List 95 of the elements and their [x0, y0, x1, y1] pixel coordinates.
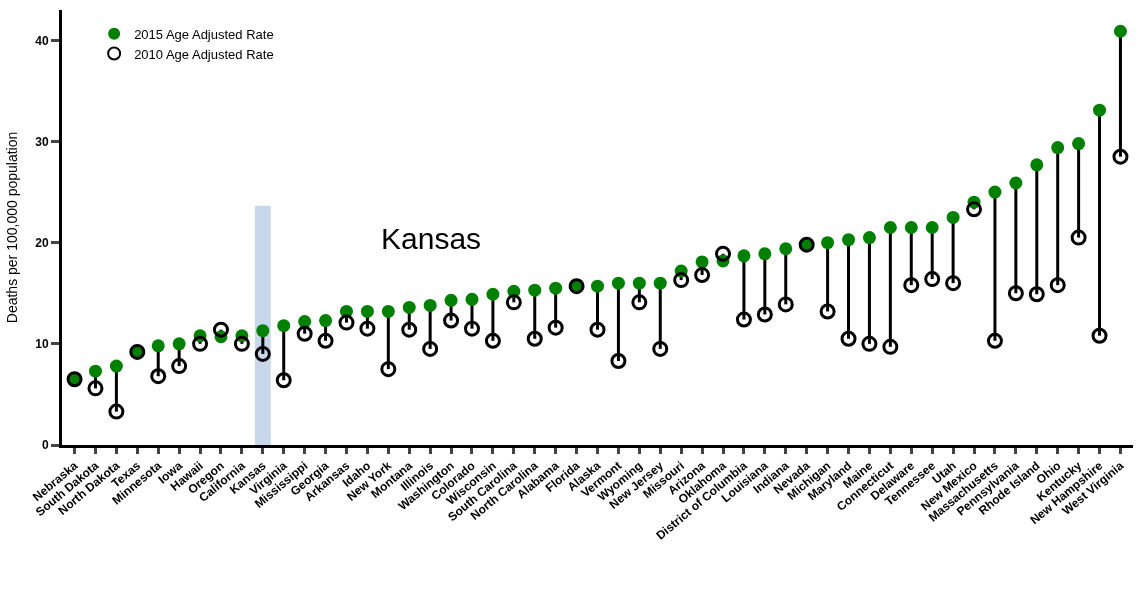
- point: [298, 315, 312, 329]
- point: [883, 221, 897, 234]
- y-tick-label: 0: [41, 438, 49, 453]
- point: [986, 332, 1003, 349]
- y-tick-label: 40: [35, 33, 49, 48]
- point: [88, 364, 102, 378]
- point: [882, 338, 899, 355]
- point: [924, 271, 941, 288]
- point: [756, 306, 773, 323]
- point: [715, 245, 732, 262]
- point: [611, 276, 625, 290]
- point: [1072, 137, 1086, 151]
- point: [653, 276, 667, 290]
- point: [1093, 103, 1107, 117]
- point: [151, 339, 165, 353]
- point: [1049, 277, 1066, 294]
- annotation: Kansas: [381, 222, 482, 255]
- point: [945, 275, 962, 292]
- point: [528, 283, 542, 297]
- point: [212, 321, 229, 338]
- point: [589, 321, 606, 338]
- point: [673, 272, 690, 289]
- point: [547, 319, 564, 336]
- point: [422, 340, 439, 357]
- point: [254, 345, 271, 362]
- point: [1113, 24, 1127, 38]
- point: [549, 281, 563, 295]
- point: [862, 231, 876, 245]
- point: [150, 368, 167, 385]
- point: [484, 332, 501, 349]
- point: [632, 276, 646, 290]
- point: [1009, 176, 1023, 190]
- point: [526, 330, 543, 347]
- point: [946, 210, 960, 224]
- point: [444, 293, 458, 307]
- point: [171, 358, 188, 375]
- point: [319, 314, 333, 328]
- point: [737, 249, 751, 263]
- point: [256, 324, 270, 338]
- point: [591, 279, 604, 293]
- point: [842, 233, 856, 247]
- point: [819, 303, 836, 320]
- point: [338, 314, 355, 331]
- point: [1028, 286, 1045, 303]
- point: [108, 403, 125, 420]
- point: [610, 353, 627, 370]
- point: [966, 201, 983, 218]
- point: [464, 320, 480, 337]
- point: [109, 359, 123, 373]
- y-axis-title: Deaths per 100,000 population: [3, 131, 20, 324]
- point: [277, 319, 291, 333]
- point: [360, 304, 374, 318]
- point: [465, 292, 479, 306]
- point: [904, 221, 918, 234]
- y-tick-label: 30: [35, 134, 49, 149]
- point: [1007, 285, 1024, 302]
- point: [1091, 327, 1108, 344]
- point: [1051, 141, 1065, 155]
- point: [695, 255, 709, 269]
- point: [777, 296, 794, 313]
- point: [233, 335, 250, 352]
- point: [402, 300, 416, 314]
- point: [380, 361, 397, 378]
- point: [1112, 148, 1129, 165]
- point: [652, 340, 669, 357]
- point: [423, 298, 437, 312]
- point: [840, 330, 857, 347]
- point: [779, 242, 793, 256]
- point: [1070, 229, 1087, 246]
- point: [758, 247, 772, 261]
- point: [861, 335, 878, 352]
- point: [359, 320, 376, 337]
- point: [903, 277, 920, 294]
- point: [443, 312, 460, 329]
- point: [275, 372, 292, 389]
- point: [631, 294, 648, 311]
- point: [192, 335, 209, 352]
- y-tick-label: 10: [35, 337, 49, 352]
- y-tick-label: 20: [35, 235, 49, 250]
- point: [988, 185, 1002, 199]
- point: [925, 221, 939, 234]
- point: [172, 337, 186, 351]
- legend-label: 2010 Age Adjusted Rate: [134, 46, 274, 62]
- point: [821, 236, 835, 250]
- legend-label: 2015 Age Adjusted Rate: [134, 26, 274, 42]
- point: [381, 304, 395, 318]
- point: [735, 311, 752, 328]
- point: [296, 325, 313, 342]
- point: [694, 267, 711, 284]
- point: [87, 380, 104, 397]
- point: [505, 294, 522, 311]
- point: [317, 332, 334, 349]
- point: [1030, 158, 1044, 172]
- point: [486, 287, 500, 301]
- point: [401, 321, 418, 338]
